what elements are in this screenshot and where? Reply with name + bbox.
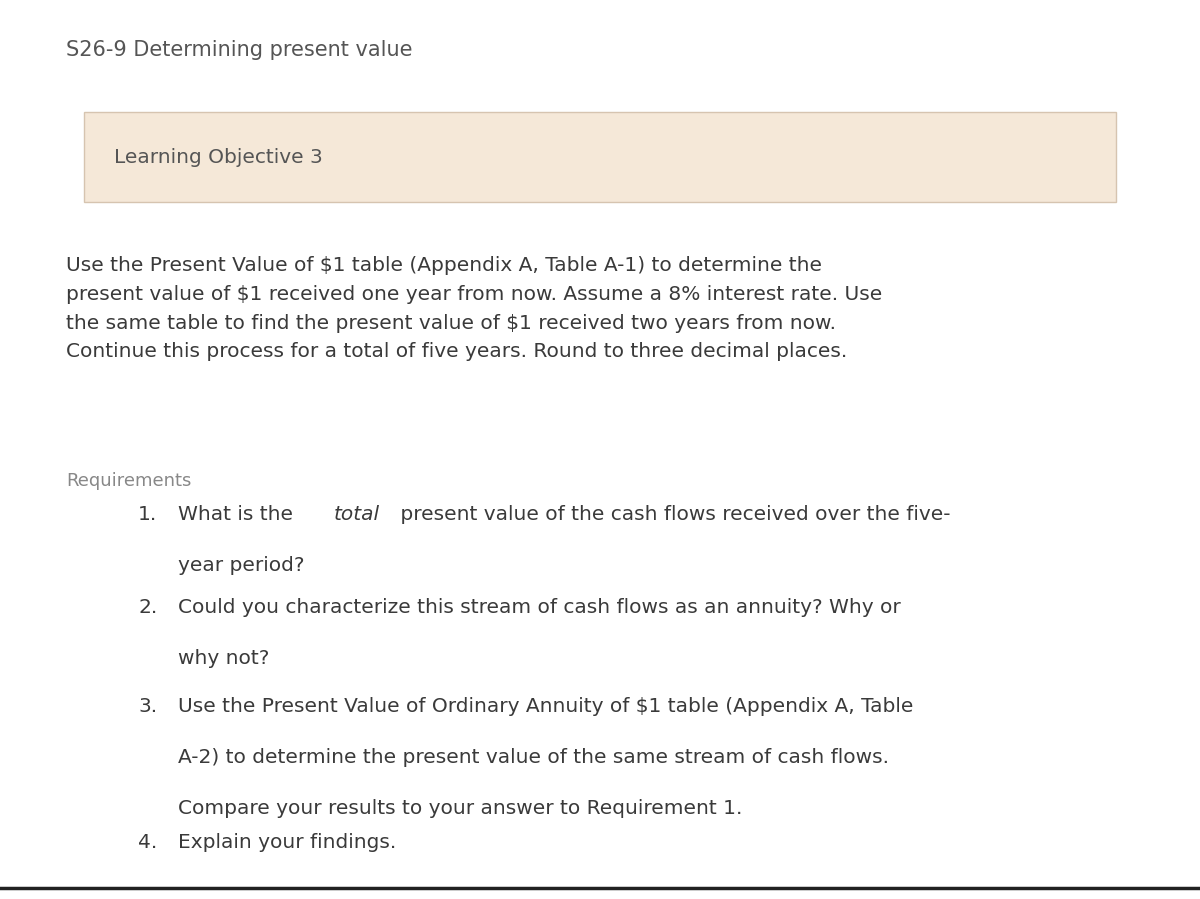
Text: why not?: why not? [178, 649, 269, 668]
Text: Use the Present Value of $1 table (Appendix A, Table A-1) to determine the
prese: Use the Present Value of $1 table (Appen… [66, 256, 882, 361]
FancyBboxPatch shape [84, 112, 1116, 202]
Text: Explain your findings.: Explain your findings. [178, 833, 396, 852]
Text: Compare your results to your answer to Requirement 1.: Compare your results to your answer to R… [178, 799, 742, 818]
Text: 2.: 2. [138, 598, 157, 617]
Text: year period?: year period? [178, 556, 304, 575]
Text: 1.: 1. [138, 505, 157, 524]
Text: Could you characterize this stream of cash flows as an annuity? Why or: Could you characterize this stream of ca… [178, 598, 900, 617]
Text: A-2) to determine the present value of the same stream of cash flows.: A-2) to determine the present value of t… [178, 748, 888, 767]
Text: What is the: What is the [178, 505, 299, 524]
Text: Requirements: Requirements [66, 472, 191, 490]
Text: present value of the cash flows received over the five-: present value of the cash flows received… [394, 505, 950, 524]
Text: Use the Present Value of Ordinary Annuity of $1 table (Appendix A, Table: Use the Present Value of Ordinary Annuit… [178, 697, 913, 716]
Text: Learning Objective 3: Learning Objective 3 [114, 147, 323, 167]
Text: 4.: 4. [138, 833, 157, 852]
Text: total: total [335, 505, 380, 524]
Text: S26-9 Determining present value: S26-9 Determining present value [66, 40, 413, 60]
Text: 3.: 3. [138, 697, 157, 716]
